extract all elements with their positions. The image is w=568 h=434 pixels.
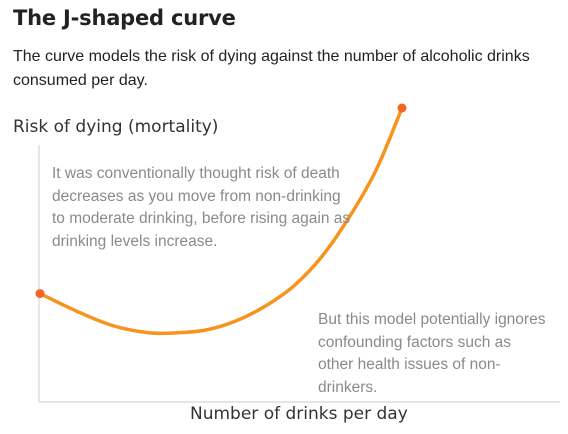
x-axis-label: Number of drinks per day xyxy=(190,404,408,424)
chart-title: The J-shaped curve xyxy=(13,6,236,30)
j-curve-line xyxy=(38,106,404,336)
series-layer xyxy=(35,103,407,336)
curve-start-marker xyxy=(35,289,45,299)
chart-subtitle: The curve models the risk of dying again… xyxy=(13,48,530,89)
curve-end-marker xyxy=(397,103,407,113)
y-axis-label: Risk of dying (mortality) xyxy=(13,117,219,137)
annotation-conventional-view: It was conventionally thought risk of de… xyxy=(52,165,351,250)
annotation-confounding-factors: But this model potentially ignores confo… xyxy=(318,311,546,396)
